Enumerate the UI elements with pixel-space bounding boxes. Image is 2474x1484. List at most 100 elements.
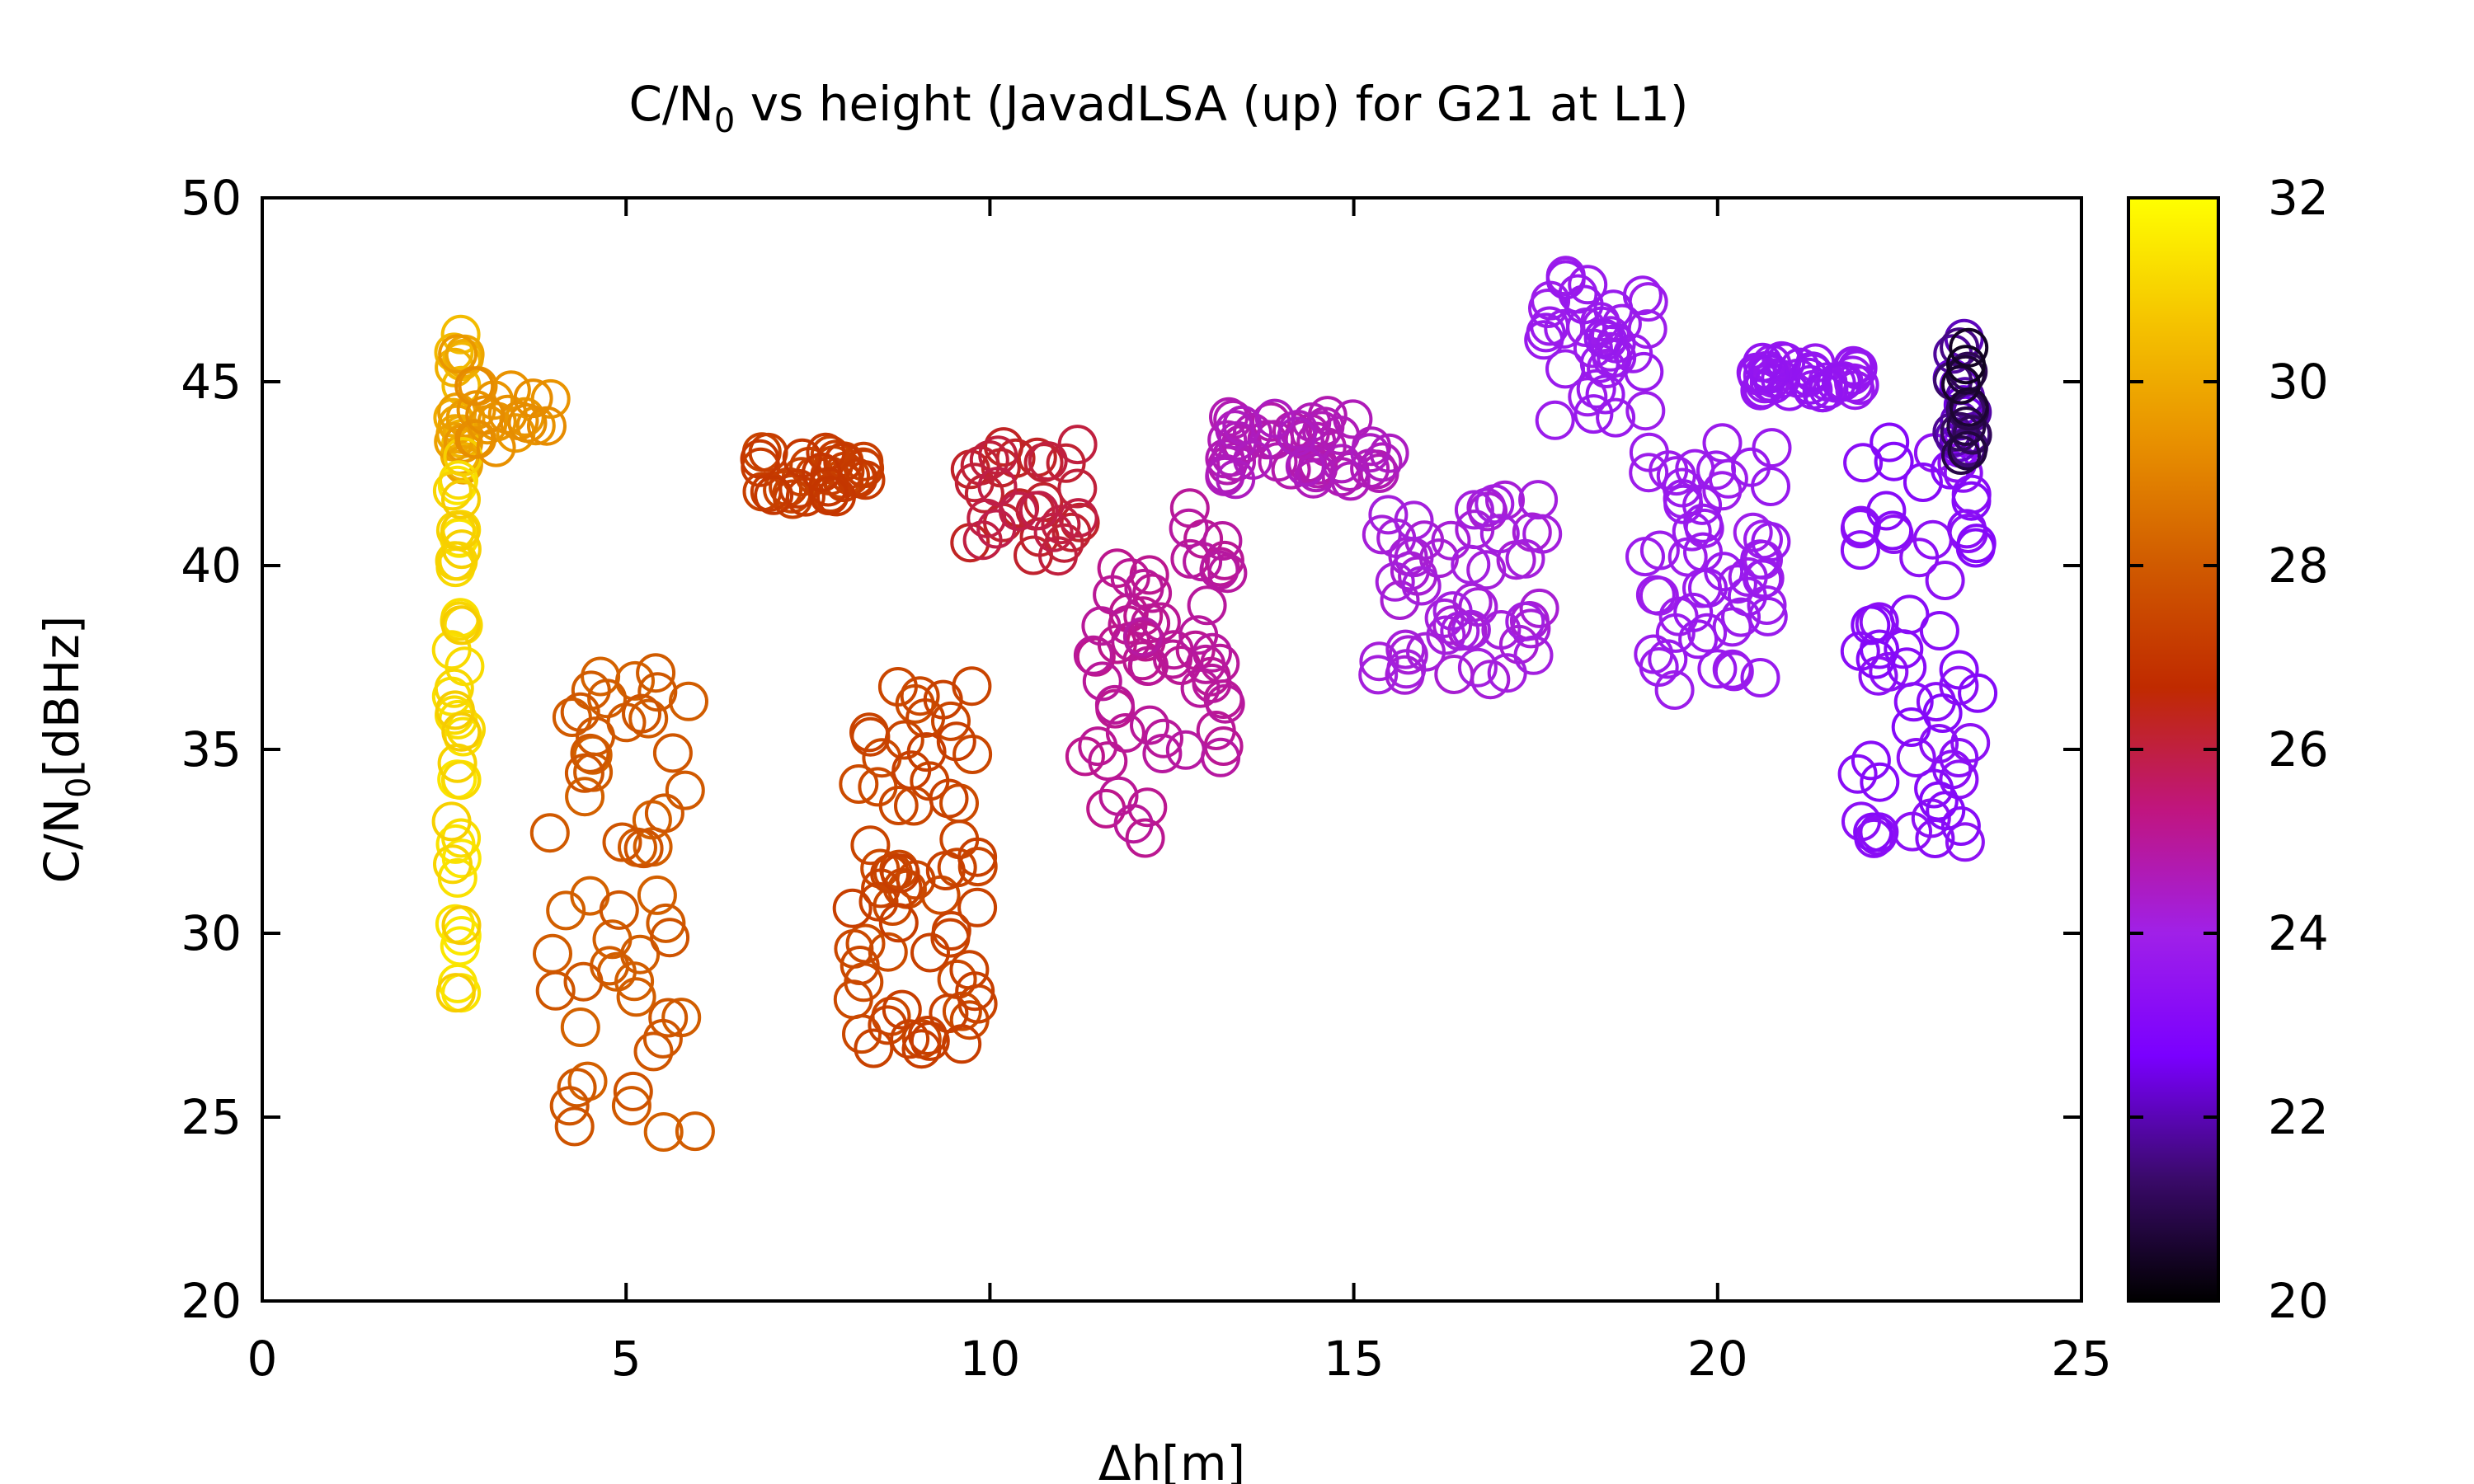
colorbar-tick-label: 20 (2268, 1273, 2329, 1329)
data-point (1702, 423, 1743, 463)
data-point (957, 837, 998, 877)
data-point (1277, 416, 1317, 457)
data-point (962, 520, 1003, 561)
data-point (613, 1071, 653, 1111)
data-point (1065, 736, 1105, 777)
data-point (1687, 613, 1728, 653)
y-tick-label: 20 (181, 1273, 242, 1329)
colorbar-tick-label: 22 (2268, 1089, 2329, 1145)
data-point (1896, 738, 1936, 777)
data-point (1196, 711, 1236, 750)
data-point (890, 1019, 930, 1059)
y-tick-label: 50 (181, 170, 242, 226)
data-point (646, 903, 686, 943)
y-axis-label: C/N0[dBHz] (34, 616, 98, 884)
data-point (616, 977, 656, 1017)
data-point (435, 690, 475, 730)
data-point (1625, 391, 1666, 431)
data-point (1558, 274, 1598, 314)
data-point (456, 390, 496, 430)
data-point (1949, 387, 1989, 427)
data-point (507, 403, 548, 444)
data-point (969, 440, 1009, 480)
data-point (533, 933, 572, 974)
colorbar-tick-label: 26 (2268, 721, 2329, 777)
colorbar-tick-label: 28 (2268, 538, 2329, 594)
data-point (1479, 514, 1520, 554)
data-point (669, 681, 708, 721)
data-point (1673, 592, 1714, 632)
data-point (549, 1086, 590, 1126)
data-point (1946, 345, 1986, 385)
data-point (1038, 536, 1078, 576)
data-point (1843, 443, 1884, 483)
data-point (576, 716, 615, 757)
data-point (1733, 512, 1773, 552)
colorbar-tick-label: 30 (2268, 354, 2329, 410)
data-point (560, 1007, 600, 1047)
data-point (1851, 740, 1891, 781)
data-point (1204, 540, 1244, 580)
data-point (1576, 369, 1616, 409)
data-point (1454, 490, 1494, 530)
data-point (1874, 441, 1914, 481)
data-point (546, 890, 586, 931)
data-point (643, 1112, 684, 1152)
data-point (1200, 643, 1240, 683)
data-point (802, 452, 842, 492)
data-point (1939, 650, 1979, 690)
data-point (554, 1106, 595, 1147)
data-point (1078, 726, 1118, 767)
data-point (929, 778, 969, 819)
data-point (1519, 588, 1559, 628)
data-point (1625, 537, 1665, 577)
y-tick-label: 45 (181, 354, 242, 410)
data-point (900, 676, 940, 716)
data-point (563, 961, 604, 1002)
data-point (1579, 343, 1620, 383)
y-tick-label: 30 (181, 905, 242, 961)
data-point (623, 829, 664, 869)
data-point (1918, 781, 1959, 821)
data-point (1840, 530, 1880, 571)
data-point (949, 950, 990, 990)
data-point (1926, 791, 1966, 831)
data-point (1130, 705, 1169, 745)
data-point (644, 793, 684, 834)
data-point (1629, 432, 1669, 472)
data-point (431, 801, 472, 842)
data-point (1431, 520, 1471, 561)
data-point (1856, 639, 1896, 679)
data-point (665, 770, 705, 810)
data-point (1183, 542, 1223, 582)
data-point (976, 509, 1017, 549)
data-point (1683, 503, 1724, 543)
data-point (1790, 364, 1831, 405)
data-point (910, 932, 950, 973)
data-point (560, 692, 600, 732)
data-point (1205, 683, 1245, 724)
x-tick-label: 25 (2051, 1331, 2112, 1387)
data-point (977, 467, 1018, 507)
data-point (842, 1014, 882, 1054)
data-point (650, 918, 690, 958)
data-point (1202, 521, 1243, 561)
data-point (1144, 718, 1183, 758)
data-point (454, 366, 495, 406)
data-point (839, 764, 879, 804)
data-point (1169, 508, 1209, 548)
data-point (923, 679, 963, 720)
data-point (880, 853, 920, 894)
data-point (675, 1111, 715, 1152)
data-point (1432, 591, 1473, 632)
data-point (435, 824, 476, 864)
data-point (832, 888, 872, 928)
data-point (978, 435, 1018, 476)
data-point (564, 753, 604, 793)
data-point (740, 439, 780, 479)
data-point (1654, 670, 1695, 710)
data-point (1837, 754, 1878, 794)
colorbar-ticks: 20 22 24 26 28 30 32 (2128, 170, 2329, 1329)
data-point (955, 971, 995, 1012)
data-point (882, 989, 922, 1030)
